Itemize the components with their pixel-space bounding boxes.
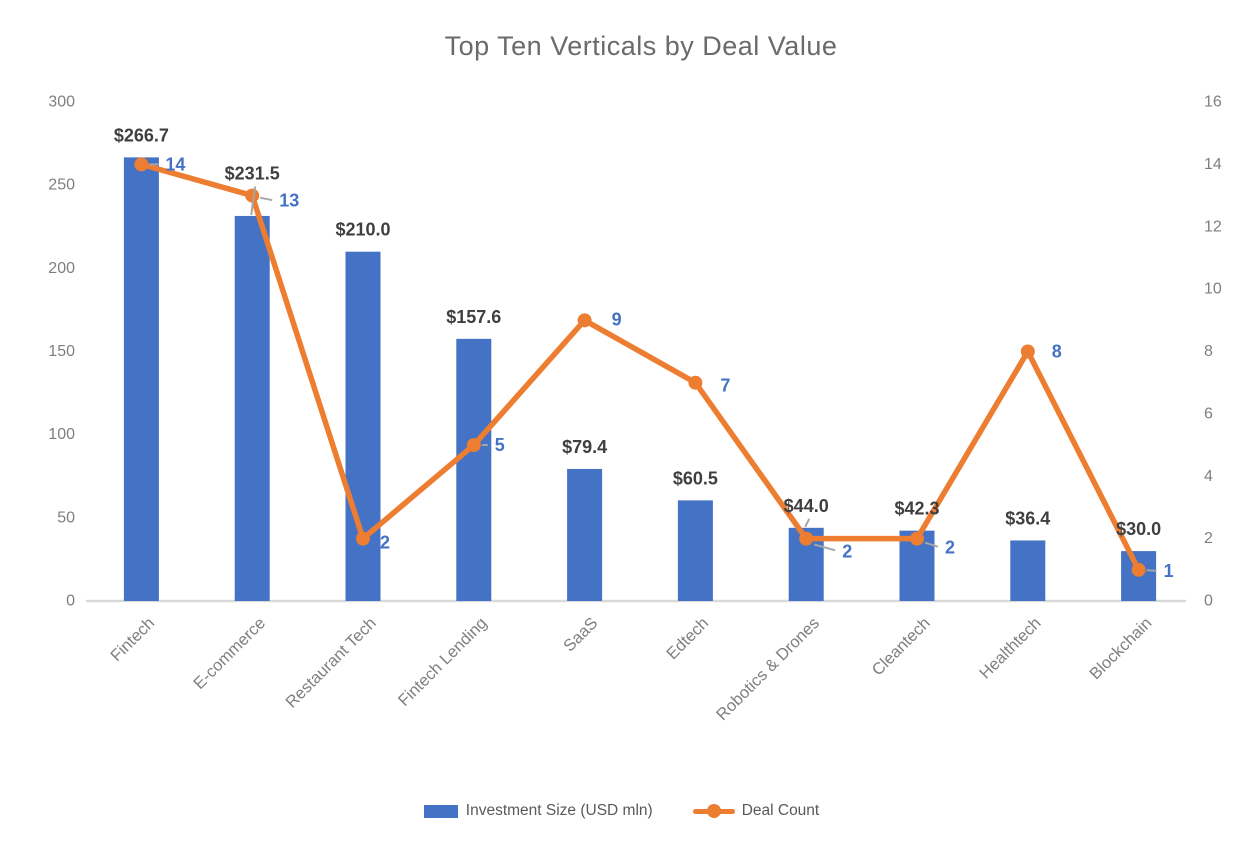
line-marker-dot-icon bbox=[706, 804, 721, 818]
right-axis-tick-16: 16 bbox=[1204, 94, 1222, 111]
category-label-restaurant-tech: Restaurant Tech bbox=[282, 614, 379, 711]
line-series-swatch-icon bbox=[692, 804, 735, 818]
line-point-healthtech bbox=[1020, 344, 1035, 359]
right-axis-tick-2: 2 bbox=[1204, 530, 1213, 547]
right-axis-tick-0: 0 bbox=[1204, 593, 1213, 610]
line-label-edtech: 7 bbox=[720, 376, 730, 396]
deal-count-line bbox=[138, 161, 1142, 573]
right-axis-tick-10: 10 bbox=[1204, 281, 1222, 298]
category-label-fintech-lending: Fintech Lending bbox=[395, 614, 491, 710]
right-axis-tick-8: 8 bbox=[1204, 343, 1213, 360]
line-label-e-commerce: 13 bbox=[279, 191, 299, 211]
category-label-cleantech: Cleantech bbox=[869, 614, 934, 679]
bar-label-restaurant-tech: $210.0 bbox=[335, 220, 390, 240]
leader-line bbox=[924, 541, 939, 548]
bar-e-commerce bbox=[234, 215, 270, 601]
line-point-saas bbox=[577, 313, 592, 328]
left-axis-tick-300: 300 bbox=[48, 94, 75, 111]
legend-label-dealcount: Deal Count bbox=[741, 802, 820, 819]
right-axis-tick-12: 12 bbox=[1204, 218, 1222, 235]
left-axis-tick-250: 250 bbox=[48, 177, 75, 194]
line-point-cleantech bbox=[910, 531, 924, 546]
bar-label-saas: $79.4 bbox=[562, 437, 607, 457]
leader-line bbox=[260, 196, 273, 202]
left-axis-tick-100: 100 bbox=[48, 426, 75, 443]
left-axis-tick-0: 0 bbox=[66, 593, 75, 610]
bar-label-blockchain: $30.0 bbox=[1116, 519, 1161, 539]
legend-item-investment: Investment Size (USD mln) bbox=[423, 802, 653, 820]
line-point-fintech bbox=[134, 157, 149, 172]
left-axis-tick-150: 150 bbox=[48, 343, 75, 360]
legend-item-dealcount: Deal Count bbox=[692, 802, 820, 820]
left-axis-tick-200: 200 bbox=[48, 260, 75, 277]
bar-label-healthtech: $36.4 bbox=[1005, 508, 1050, 528]
line-point-robotics-drones bbox=[799, 531, 814, 546]
combo-chart-svg: Top Ten Verticals by Deal Value 05010015… bbox=[48, 31, 1222, 725]
bar-saas bbox=[567, 468, 603, 601]
bar-label-edtech: $60.5 bbox=[673, 468, 718, 488]
line-point-restaurant-tech bbox=[356, 531, 370, 546]
bar-series-swatch-icon bbox=[423, 804, 458, 818]
line-point-blockchain bbox=[1131, 562, 1146, 577]
bar-label-e-commerce: $231.5 bbox=[225, 164, 280, 184]
leader-line bbox=[250, 186, 257, 216]
bar-label-fintech-lending: $157.6 bbox=[446, 307, 501, 327]
category-label-robotics-drones: Robotics & Drones bbox=[713, 614, 823, 724]
chart-title: Top Ten Verticals by Deal Value bbox=[445, 31, 838, 61]
line-label-fintech-lending: 5 bbox=[495, 435, 505, 455]
leader-line bbox=[804, 518, 811, 528]
line-label-fintech: 14 bbox=[165, 154, 185, 174]
bar-restaurant-tech bbox=[345, 251, 381, 601]
bar-fintech bbox=[123, 157, 159, 601]
right-axis-tick-6: 6 bbox=[1204, 405, 1213, 422]
right-axis-tick-4: 4 bbox=[1204, 468, 1213, 485]
legend-label-investment: Investment Size (USD mln) bbox=[465, 802, 653, 819]
category-label-edtech: Edtech bbox=[663, 614, 712, 663]
line-label-saas: 9 bbox=[612, 309, 622, 329]
category-label-fintech: Fintech bbox=[107, 614, 158, 665]
line-label-robotics-drones: 2 bbox=[842, 542, 852, 562]
line-label-cleantech: 2 bbox=[945, 538, 955, 558]
bar-healthtech bbox=[1010, 540, 1046, 601]
category-label-e-commerce: E-commerce bbox=[190, 614, 269, 693]
bar-fintech-lending bbox=[456, 338, 492, 601]
left-axis-tick-50: 50 bbox=[57, 509, 75, 526]
leader-line bbox=[813, 543, 836, 552]
category-label-blockchain: Blockchain bbox=[1086, 614, 1155, 683]
bar-edtech bbox=[677, 500, 713, 601]
bar-label-robotics-drones: $44.0 bbox=[784, 496, 829, 516]
line-point-edtech bbox=[688, 375, 703, 390]
line-label-healthtech: 8 bbox=[1052, 342, 1062, 362]
bar-label-cleantech: $42.3 bbox=[894, 499, 939, 519]
right-axis-tick-14: 14 bbox=[1204, 156, 1222, 173]
bar-label-fintech: $266.7 bbox=[114, 125, 169, 145]
line-point-fintech-lending bbox=[466, 438, 481, 453]
line-label-restaurant-tech: 2 bbox=[380, 533, 390, 553]
category-label-healthtech: Healthtech bbox=[976, 614, 1045, 683]
line-point-e-commerce bbox=[245, 188, 260, 203]
category-label-saas: SaaS bbox=[560, 614, 601, 655]
plot-area: 0501001502002503000246810121416141325972… bbox=[48, 94, 1222, 725]
line-label-blockchain: 1 bbox=[1164, 561, 1174, 581]
legend: Investment Size (USD mln) Deal Count bbox=[0, 802, 1243, 820]
